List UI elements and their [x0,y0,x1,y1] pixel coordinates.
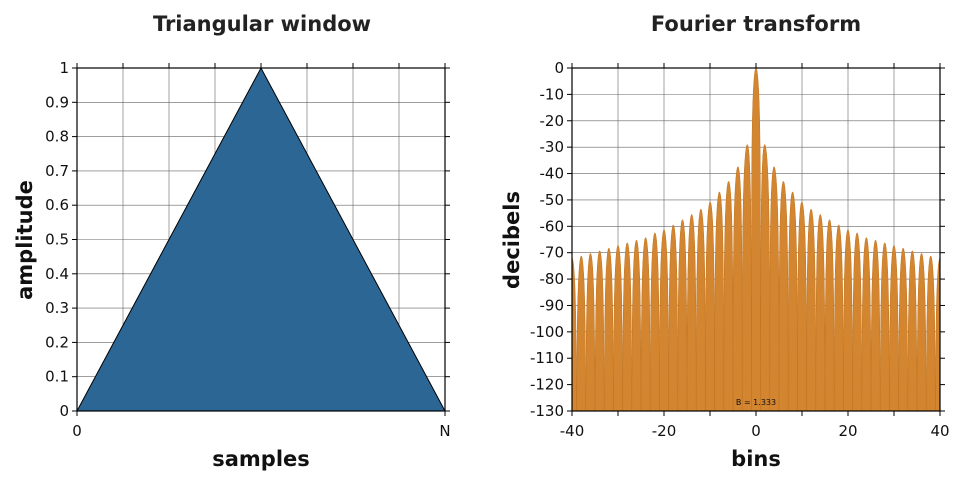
right-y-tick-label: -70 [540,244,565,262]
right-x-tick-label: -40 [560,422,585,440]
right-y-tick-label: -90 [540,296,565,314]
right-y-tick-label: -60 [540,217,565,235]
left-y-tick-label: 0.7 [45,162,69,180]
right-y-tick-label: -130 [530,402,564,420]
right-y-tick-label: -50 [540,191,565,209]
left-chart-title: Triangular window [153,12,371,36]
right-chart-title: Fourier transform [651,12,861,36]
left-y-tick-label: 0.4 [45,265,69,283]
left-y-tick-label: 0.1 [45,368,69,386]
right-y-axis-label: decibels [500,191,524,289]
left-y-tick-label: 0.9 [45,93,69,111]
right-y-tick-label: -110 [530,349,564,367]
bandwidth-annotation: B = 1.333 [736,398,776,407]
left-x-tick-label: N [439,422,450,440]
right-x-tick-label: 20 [838,422,857,440]
right-y-tick-label: -40 [540,165,565,183]
right-y-tick-label: -20 [540,112,565,130]
left-y-tick-label: 0.6 [45,196,69,214]
right-x-tick-label: 40 [930,422,949,440]
right-y-tick-label: -30 [540,138,565,156]
right-ticks: 0 -10 -20 -30 -40 -50 -60 -70 -80 -90 -100 -110 -120… [530,59,950,440]
right-y-tick-label: -10 [540,85,565,103]
right-x-axis-label: bins [731,447,781,471]
left-y-tick-label: 0 [59,402,69,420]
left-y-tick-label: 0.5 [45,231,69,249]
left-x-axis-label: samples [212,447,310,471]
left-ticks: 0 0.1 0.2 0.3 0.4 0.5 0.6 0.7 0.8 0.9 1 0 N [45,59,450,440]
left-x-tick-label: 0 [72,422,82,440]
right-x-tick-label: 0 [751,422,761,440]
left-y-axis-label: amplitude [13,180,37,300]
right-y-tick-label: -120 [530,376,564,394]
right-y-tick-label: -80 [540,270,565,288]
right-y-tick-label: 0 [554,59,564,77]
left-y-tick-label: 0.8 [45,128,69,146]
left-y-tick-label: 0.2 [45,333,69,351]
left-y-tick-label: 0.3 [45,299,69,317]
spectrum-area [571,67,941,412]
right-y-tick-label: -100 [530,323,564,341]
left-y-tick-label: 1 [59,59,69,77]
right-x-tick-label: -20 [652,422,677,440]
